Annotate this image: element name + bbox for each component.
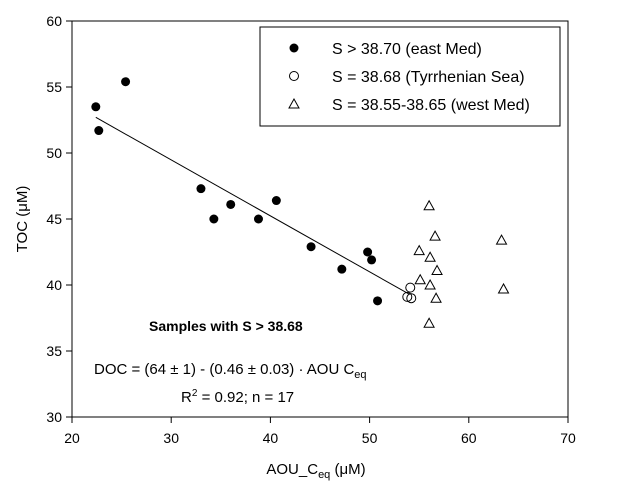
x-tick-label: 30 xyxy=(163,430,179,446)
y-tick-label: 45 xyxy=(46,211,62,227)
legend-marker-east-med xyxy=(289,43,299,53)
r2-annotation: R2 = 0.92; n = 17 xyxy=(181,388,294,406)
legend: S > 38.70 (east Med) S = 38.68 (Tyrrheni… xyxy=(259,26,561,127)
legend-label-west-med: S = 38.55-38.65 (west Med) xyxy=(332,97,530,114)
y-tick-label: 40 xyxy=(46,277,62,293)
data-point-series-0 xyxy=(306,242,316,252)
y-tick-label: 50 xyxy=(46,145,62,161)
equation-annotation: DOC = (64 ± 1) - (0.46 ± 0.03) · AOU Ceq xyxy=(94,361,367,381)
data-point-series-1 xyxy=(405,282,416,293)
data-point-series-0 xyxy=(253,214,263,224)
data-point-series-1 xyxy=(406,293,417,304)
x-tick-label: 60 xyxy=(461,430,477,446)
data-point-series-0 xyxy=(94,126,104,136)
data-point-series-2 xyxy=(413,244,426,256)
data-point-series-0 xyxy=(121,77,131,87)
legend-label-east-med: S > 38.70 (east Med) xyxy=(332,41,482,58)
data-point-series-0 xyxy=(196,184,206,194)
data-point-series-0 xyxy=(337,264,347,274)
data-point-series-2 xyxy=(497,282,510,294)
x-tick-label: 40 xyxy=(263,430,279,446)
x-axis-label: AOU_Ceq (μM) xyxy=(266,461,365,481)
data-point-series-0 xyxy=(91,102,101,112)
y-tick-label: 55 xyxy=(46,79,62,95)
x-axis-ticks: 20 30 40 50 60 70 xyxy=(64,417,576,446)
subset-annotation: Samples with S > 38.68 xyxy=(149,318,303,334)
legend-label-tyrrhenian: S = 38.68 (Tyrrhenian Sea) xyxy=(332,69,525,86)
data-point-series-0 xyxy=(271,196,281,206)
data-point-series-0 xyxy=(226,199,236,209)
legend-marker-tyrrhenian xyxy=(289,71,299,81)
y-tick-label: 60 xyxy=(46,13,62,29)
data-point-series-1 xyxy=(402,291,413,302)
data-point-series-2 xyxy=(431,264,443,275)
data-point-series-0 xyxy=(373,296,383,306)
data-point-series-2 xyxy=(429,230,441,241)
data-point-series-0 xyxy=(209,214,219,224)
data-point-series-2 xyxy=(430,292,442,303)
x-tick-label: 20 xyxy=(64,430,80,446)
x-tick-label: 70 xyxy=(560,430,576,446)
data-point-series-0 xyxy=(363,247,373,257)
data-point-series-2 xyxy=(495,234,508,245)
y-axis-label: TOC (μM) xyxy=(14,186,31,253)
y-tick-label: 30 xyxy=(46,409,62,425)
y-tick-label: 35 xyxy=(46,343,62,359)
legend-box xyxy=(259,26,561,127)
data-point-series-2 xyxy=(424,251,436,262)
legend-marker-west-med xyxy=(288,97,300,109)
x-tick-label: 50 xyxy=(362,430,378,446)
regression-line xyxy=(95,116,410,295)
data-point-series-0 xyxy=(367,255,377,265)
data-point-series-2 xyxy=(423,199,435,211)
y-axis-ticks: 30 35 40 45 50 55 60 xyxy=(46,13,72,425)
data-point-series-2 xyxy=(423,317,435,328)
data-point-series-2 xyxy=(414,273,427,285)
data-markers xyxy=(91,77,510,328)
data-point-series-2 xyxy=(424,278,436,290)
